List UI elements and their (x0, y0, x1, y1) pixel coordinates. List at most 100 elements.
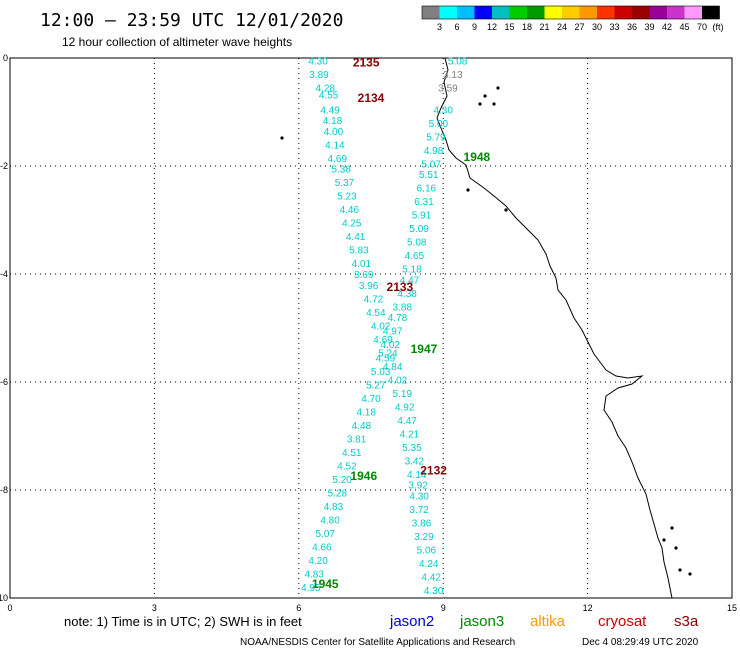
island-marker (662, 538, 666, 542)
wave-height-value: 5.09 (409, 224, 429, 235)
wave-height-value: 4.14 (325, 140, 345, 151)
colorbar-tick: 36 (627, 22, 637, 32)
wave-height-value: 5.51 (419, 170, 439, 181)
wave-height-value: 5.83 (349, 246, 369, 257)
colorbar-swatch (649, 6, 667, 19)
colorbar-tick: 6 (454, 22, 459, 32)
pass-label: 1947 (411, 342, 438, 356)
colorbar-legend: 3 6 9 12 15 18 21 24 27 30 33 36 39 42 45 70 (ft) (421, 5, 724, 32)
wave-height-value: 5.18 (402, 265, 422, 276)
wave-height-value: 5.79 (426, 132, 446, 143)
wave-height-value: 4.72 (364, 294, 384, 305)
x-tick-label: 15 (727, 603, 737, 613)
x-tick-label: 6 (296, 603, 301, 613)
wave-height-value: 3.59 (438, 84, 458, 95)
colorbar-swatch (527, 6, 545, 19)
wave-height-value: 6.16 (417, 184, 437, 195)
wave-height-value: 4.97 (383, 327, 403, 338)
wave-height-value: 5.00 (429, 119, 449, 130)
colorbar-border (421, 5, 720, 20)
wave-height-value: 4.70 (361, 394, 381, 405)
y-tick-label: -8 (0, 485, 8, 495)
y-tick-label: -4 (0, 269, 8, 279)
colorbar-tick: 24 (557, 22, 567, 32)
colorbar-tick: 18 (522, 22, 532, 32)
wave-height-value: 5.08 (407, 238, 427, 249)
colorbar-swatch (667, 6, 685, 19)
wave-height-value: 5.35 (402, 443, 422, 454)
pass-label: 2133 (387, 280, 414, 294)
wave-height-value: 5.91 (412, 211, 432, 222)
y-tick-label: -2 (0, 161, 8, 171)
island-marker (674, 546, 678, 550)
colorbar-tick: 21 (539, 22, 549, 32)
x-tick-label: 9 (441, 603, 446, 613)
x-tick-label: 3 (152, 603, 157, 613)
wave-height-value: 4.98 (424, 146, 444, 157)
satellite-legend: jason2 jason3 altika cryosat s3a (389, 613, 699, 630)
colorbar-swatch (457, 6, 475, 19)
wave-height-value: 4.30 (308, 57, 328, 68)
wave-height-value: 3.92 (408, 481, 428, 492)
wave-height-value: 3.69 (354, 270, 374, 281)
coastline (280, 57, 692, 599)
wave-height-value: 4.30 (424, 586, 444, 597)
y-tick-label: -10 (0, 593, 8, 603)
wave-height-value: 4.80 (320, 516, 340, 527)
wave-height-value: 3.72 (409, 505, 429, 516)
colorbar-swatch (544, 6, 562, 19)
island-marker (280, 136, 284, 140)
island-marker (492, 102, 496, 106)
colorbar-swatch (614, 6, 632, 19)
wave-height-value: 4.84 (383, 362, 403, 373)
wave-height-value: 3.96 (359, 281, 379, 292)
wave-height-points: 4.303.894.284.554.494.184.004.144.695.38… (301, 57, 468, 597)
wave-height-value: 3.13 (443, 70, 463, 81)
wave-height-value: 5.37 (335, 178, 355, 189)
colorbar-tick: 3 (437, 22, 442, 32)
wave-height-value: 3.29 (414, 532, 434, 543)
wave-height-value: 4.18 (323, 116, 343, 127)
colorbar-tick: 45 (679, 22, 689, 32)
colorbar-swatch (474, 6, 492, 19)
wave-height-value: 4.69 (328, 154, 348, 165)
chart-title: 12:00 – 23:59 UTC 12/01/2020 (40, 10, 343, 31)
wave-height-value: 4.00 (324, 127, 344, 138)
island-marker (483, 94, 487, 98)
colorbar-swatch (597, 6, 615, 19)
plot-area: 0 3 6 9 12 15 0 -2 -4 -6 -8 -10 4.30 3.89 4.284.55 4.4… (0, 53, 737, 613)
wave-height-value: 4.30 (409, 491, 429, 502)
wave-height-value: 4.42 (421, 572, 441, 583)
wave-height-value: 4.02 (381, 340, 401, 351)
colorbar-tick: 33 (609, 22, 619, 32)
pass-label: 1945 (312, 577, 339, 591)
colorbar-swatch (684, 6, 702, 19)
wave-height-value: 4.83 (304, 570, 324, 581)
wave-height-value: 3.86 (412, 518, 432, 529)
colorbar-tick: 70 (697, 22, 707, 32)
wave-height-value: 5.19 (393, 389, 413, 400)
wave-height-value: 4.47 (397, 416, 417, 427)
x-tick-label: 0 (7, 603, 12, 613)
wave-height-value: 4.66 (312, 543, 332, 554)
satellite-name: cryosat (598, 613, 647, 630)
wave-height-value: 4.02 (388, 375, 408, 386)
wave-height-value: 4.14 (407, 470, 427, 481)
wave-height-value: 4.52 (337, 462, 357, 473)
wave-height-value: 4.78 (388, 313, 408, 324)
pass-labels: 2135 2134 1948 2133 1947 1946 2132 1945 (312, 56, 491, 591)
pass-label: 1948 (464, 150, 491, 164)
wave-height-value: 6.31 (414, 197, 434, 208)
wave-height-value: 5.27 (366, 381, 386, 392)
y-tick-label: -6 (0, 377, 8, 387)
island-marker (678, 568, 682, 572)
satellite-name: altika (530, 613, 566, 630)
wave-height-value: 4.51 (342, 448, 362, 459)
wave-height-value: 4.83 (324, 502, 344, 513)
colorbar-unit: (ft) (713, 22, 724, 32)
pass-label: 2132 (420, 463, 447, 477)
colorbar-swatch (632, 6, 650, 19)
colorbar-tick: 12 (487, 22, 497, 32)
wave-height-value: 4.28 (316, 84, 336, 95)
island-marker (478, 102, 482, 106)
